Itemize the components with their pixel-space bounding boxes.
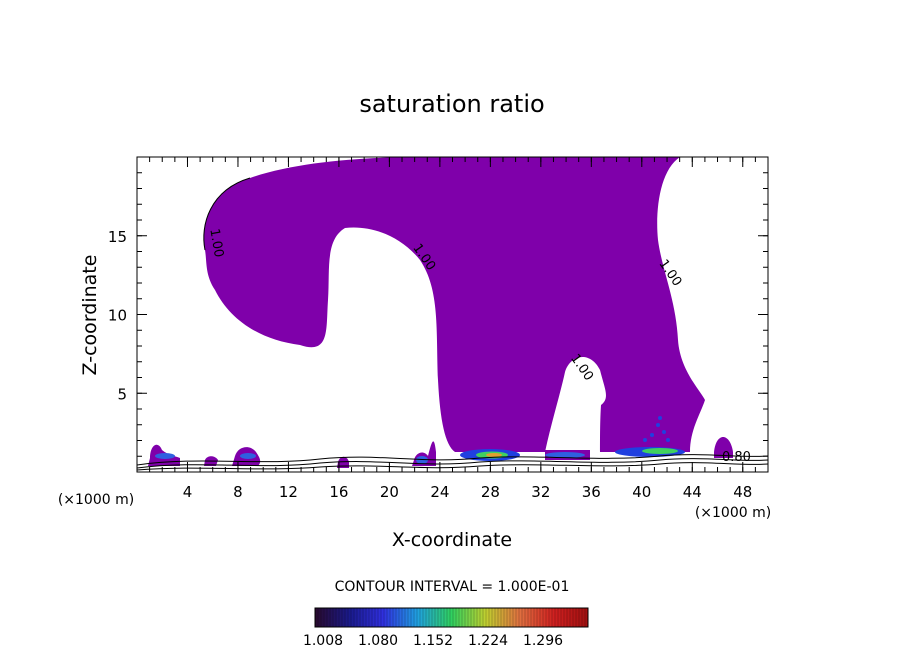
chart-title: saturation ratio — [359, 90, 544, 118]
saturated-region — [203, 157, 705, 452]
contour-line — [203, 177, 251, 251]
x-tick-label: 20 — [380, 483, 399, 501]
minor-ticks — [136, 156, 769, 473]
x-unit-right: (×1000 m) — [695, 505, 771, 521]
surface-contours — [137, 454, 768, 471]
colorbar-label: 1.296 — [523, 633, 563, 649]
x-tick-label: 36 — [582, 483, 601, 501]
hotspot — [416, 456, 428, 464]
hotspot-dots — [643, 416, 670, 442]
x-unit-left: (×1000 m) — [58, 492, 134, 508]
x-axis-label: X-coordinate — [392, 529, 512, 551]
x-tick-label: 8 — [233, 483, 243, 501]
contour-field — [137, 157, 768, 471]
hotspot — [486, 453, 502, 457]
x-tick-label: 48 — [733, 483, 752, 501]
hotspot — [642, 448, 678, 454]
surface-blob — [337, 456, 349, 468]
x-axis: 4 8 12 16 20 24 28 32 36 40 44 48 — [183, 157, 752, 501]
contour-interval-label: CONTOUR INTERVAL = 1.000E-01 — [335, 579, 570, 595]
y-tick-label: 15 — [108, 228, 127, 246]
x-tick-label: 32 — [531, 483, 550, 501]
y-axis: 5 10 15 — [108, 228, 768, 403]
y-axis-label: Z-coordinate — [79, 255, 101, 376]
colorbar-label: 1.080 — [358, 633, 398, 649]
colorbar-label: 1.152 — [413, 633, 453, 649]
colorbar-label: 1.224 — [468, 633, 508, 649]
surface-blob — [714, 437, 733, 458]
x-tick-label: 16 — [329, 483, 348, 501]
x-tick-label: 28 — [481, 483, 500, 501]
y-tick-label: 10 — [108, 307, 127, 325]
y-tick-label: 5 — [117, 385, 127, 403]
hotspot — [545, 452, 585, 458]
hotspot — [240, 453, 256, 459]
x-tick-label: 44 — [683, 483, 702, 501]
contour-label: 0.80 — [722, 450, 751, 465]
x-tick-label: 12 — [279, 483, 298, 501]
colorbar-label: 1.008 — [303, 633, 343, 649]
x-tick-label: 4 — [183, 483, 193, 501]
x-tick-label: 24 — [430, 483, 449, 501]
contour-label: 1.00 — [206, 227, 226, 258]
x-tick-label: 40 — [632, 483, 651, 501]
colorbar: 1.008 1.080 1.152 1.224 1.296 — [303, 607, 589, 649]
hotspot — [155, 453, 175, 459]
